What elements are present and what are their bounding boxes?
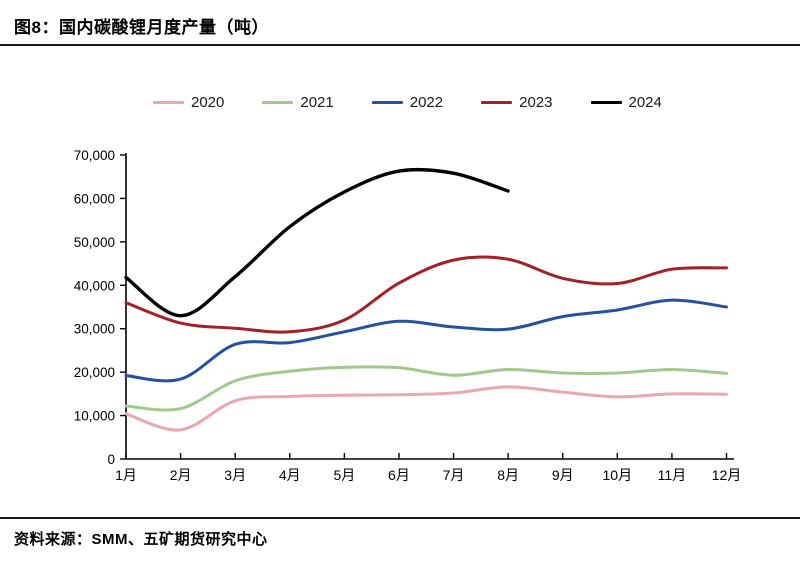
y-axis-tick-label: 0 [107,452,115,467]
y-axis-tick-label: 50,000 [74,235,115,250]
x-axis-tick-label: 10月 [603,467,633,483]
legend-swatch-2021 [262,100,294,104]
legend-swatch-2022 [371,100,403,104]
y-axis-tick-label: 70,000 [74,148,115,163]
x-axis-tick-label: 6月 [388,467,410,483]
legend-item-2024: 2024 [590,93,662,111]
x-axis-tick-label: 4月 [279,467,301,483]
series-line-2023 [124,255,728,334]
x-axis-tick-label: 11月 [658,467,687,483]
legend-label-2021: 2021 [300,93,334,111]
legend-label-2024: 2024 [628,93,662,111]
x-axis-tick-label: 2月 [170,467,192,483]
data-source: 资料来源：SMM、五矿期货研究中心 [14,531,268,548]
series-line-2021 [124,365,728,412]
x-axis-tick-label: 8月 [497,467,519,483]
x-axis-tick-label: 1月 [115,467,137,483]
footer-divider [0,517,800,519]
line-chart: 0 10,000 20,000 30,000 40,000 50,000 60,000 70,… [74,148,742,483]
legend-item-2020: 2020 [153,94,224,111]
chart-title: 图8：国内碳酸锂月度产量（吨） [14,18,269,37]
legend-label-2023: 2023 [519,93,553,111]
legend-label-2022: 2022 [409,93,444,111]
title-divider [0,44,800,46]
legend-swatch-2023 [481,100,513,104]
y-axis-tick-label: 40,000 [74,278,115,293]
series-line-2022 [124,298,728,383]
x-axis-tick-label: 3月 [224,467,246,483]
y-axis-tick-label: 60,000 [74,191,115,206]
legend-swatch-2024 [590,100,622,104]
legend-label-2020: 2020 [191,93,225,111]
legend-item-2023: 2023 [481,93,553,111]
legend-swatch-2020 [153,100,184,104]
y-axis-tick-label: 30,000 [74,322,115,337]
x-axis-tick-label: 9月 [552,467,574,483]
x-axis-tick-label: 12月 [712,467,742,483]
series-line-2020 [124,385,728,432]
x-axis-tick-label: 7月 [443,467,465,483]
legend-item-2021: 2021 [262,93,334,111]
y-axis-tick-label: 10,000 [74,409,115,424]
legend-item-2022: 2022 [371,93,444,111]
chart-legend: 2020 2021 2022 2023 2024 [153,91,662,113]
y-axis-tick-label: 20,000 [74,365,115,380]
series-line-2024 [124,167,510,318]
x-axis-tick-label: 5月 [333,467,355,483]
